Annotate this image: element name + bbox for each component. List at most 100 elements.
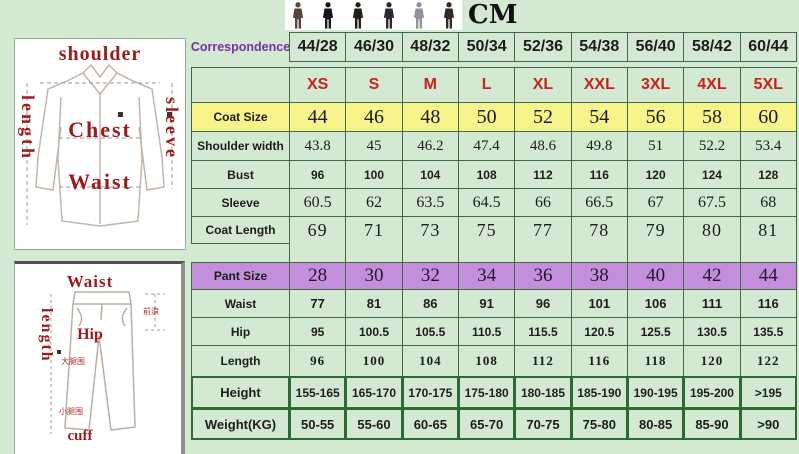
table-cell [626, 243, 685, 263]
table-cell: 80-85 [626, 408, 685, 440]
table-cell: 45 [345, 131, 403, 161]
table-cell: 100.5 [345, 317, 403, 346]
table-row-waist: Waist 77 81 86 91 96 101 106 111 116 [191, 289, 797, 318]
table-cell: 122 [739, 345, 797, 377]
table-cell: XS [289, 67, 347, 103]
table-cell: 49.8 [570, 131, 628, 161]
table-cell: 28 [289, 262, 347, 290]
jacket-outline-icon [26, 63, 173, 227]
table-cell: 3XL [626, 67, 685, 103]
suit-model-icon [381, 2, 397, 30]
table-cell: 180-185 [514, 376, 572, 409]
table-cell: >195 [739, 376, 797, 409]
table-cell: 100 [345, 345, 403, 377]
pants-hip-label: Hip [77, 326, 103, 343]
table-cell [514, 243, 572, 263]
table-cell: 46.2 [401, 131, 459, 161]
table-cell: 96 [514, 289, 572, 318]
table-row-shoulder_width: Shoulder width 43.8 45 46.2 47.4 48.6 49.8 51 52… [191, 131, 797, 161]
table-cell: 195-200 [683, 376, 741, 409]
jacket-shoulder-label: shoulder [58, 43, 142, 65]
table-cell [345, 243, 403, 263]
table-cell: 50/34 [457, 32, 516, 62]
pants-diagram: Waist length Hip cuff 前浪 大腿围 小腿围 [14, 261, 185, 454]
table-cell: 71 [345, 216, 403, 244]
table-cell [570, 243, 628, 263]
table-cell: 52.2 [683, 131, 741, 161]
pants-thigh-label: 大腿围 [61, 357, 85, 366]
table-row-hip: Hip 95 100.5 105.5 110.5 115.5 120.5 125.5 130.5… [191, 317, 797, 346]
table-cell: 58 [683, 102, 741, 132]
table-cell: 165-170 [345, 376, 403, 409]
table-cell: XXL [570, 67, 628, 103]
table-cell: 120 [683, 345, 741, 377]
row-label-sleeve: Sleeve [191, 188, 290, 217]
table-cell: 112 [514, 345, 572, 377]
table-cell: 81 [345, 289, 403, 318]
table-cell: 116 [570, 345, 628, 377]
table-cell: 65-70 [457, 408, 516, 440]
table-cell: 40 [626, 262, 685, 290]
table-cell: 77 [289, 289, 347, 318]
row-label-length: Length [191, 345, 290, 377]
table-cell: 34 [457, 262, 516, 290]
table-cell [739, 243, 797, 263]
table-cell: 79 [626, 216, 685, 244]
table-cell: 47.4 [457, 131, 516, 161]
table-cell: 190-195 [626, 376, 685, 409]
suit-models-strip [285, 0, 462, 30]
table-row-height: Height 155-165 165-170 170-175 175-180 180-18… [191, 376, 797, 409]
table-row-size: XS S M L XL XXL 3XL 4XL 5XL [191, 67, 797, 103]
table-cell: 120 [626, 160, 685, 189]
table-cell: 111 [683, 289, 741, 318]
table-cell: 60 [739, 102, 797, 132]
table-cell [457, 243, 516, 263]
table-cell: 96 [289, 160, 347, 189]
table-cell: 116 [570, 160, 628, 189]
table-row-coat_size: Coat Size 44 46 48 50 52 54 56 58 60 [191, 102, 797, 132]
table-row-pant_size: Pant Size 28 30 32 34 36 38 40 42 44 [191, 262, 797, 290]
table-cell: 48 [401, 102, 459, 132]
table-cell: 96 [289, 345, 347, 377]
table-cell [289, 243, 347, 263]
table-cell: 44 [739, 262, 797, 290]
table-cell: 108 [457, 160, 516, 189]
table-cell: 63.5 [401, 188, 459, 217]
row-label-pant_size: Pant Size [191, 262, 290, 290]
table-cell: 130.5 [683, 317, 741, 346]
unit-label: CM [468, 0, 518, 30]
jacket-chest-label: Chest [68, 117, 132, 142]
table-cell: 80 [683, 216, 741, 244]
table-cell: 75-80 [570, 408, 628, 440]
table-cell: 81 [739, 216, 797, 244]
table-cell: 110.5 [457, 317, 516, 346]
pants-outline-icon [50, 291, 165, 434]
row-label-coat_length: Coat Length [191, 216, 290, 244]
table-cell: 56 [626, 102, 685, 132]
row-label-height: Height [191, 376, 290, 409]
table-cell: 112 [514, 160, 572, 189]
table-cell: L [457, 67, 516, 103]
table-cell: 43.8 [289, 131, 347, 161]
table-cell: 53.4 [739, 131, 797, 161]
table-cell: 60-65 [401, 408, 459, 440]
table-cell: 85-90 [683, 408, 741, 440]
table-cell: 73 [401, 216, 459, 244]
table-cell: 48/32 [401, 32, 459, 62]
table-cell: 105.5 [401, 317, 459, 346]
row-label-shoulder_width: Shoulder width [191, 131, 290, 161]
table-row-weight: Weight(KG) 50-55 55-60 60-65 65-70 70-75 75-80… [191, 408, 797, 440]
table-cell: 86 [401, 289, 459, 318]
table-cell: 100 [345, 160, 403, 189]
jacket-sleeve-label: sleeve [162, 97, 182, 160]
table-cell: 30 [345, 262, 403, 290]
table-cell: 67 [626, 188, 685, 217]
table-cell: 170-175 [401, 376, 459, 409]
table-cell: 78 [570, 216, 628, 244]
row-label-coat_size: Coat Size [191, 102, 290, 132]
table-cell: 62 [345, 188, 403, 217]
table-cell: 124 [683, 160, 741, 189]
table-cell: 5XL [739, 67, 797, 103]
table-row-bust: Bust 96 100 104 108 112 116 120 124 128 [191, 160, 797, 189]
table-cell: 44/28 [289, 32, 347, 62]
